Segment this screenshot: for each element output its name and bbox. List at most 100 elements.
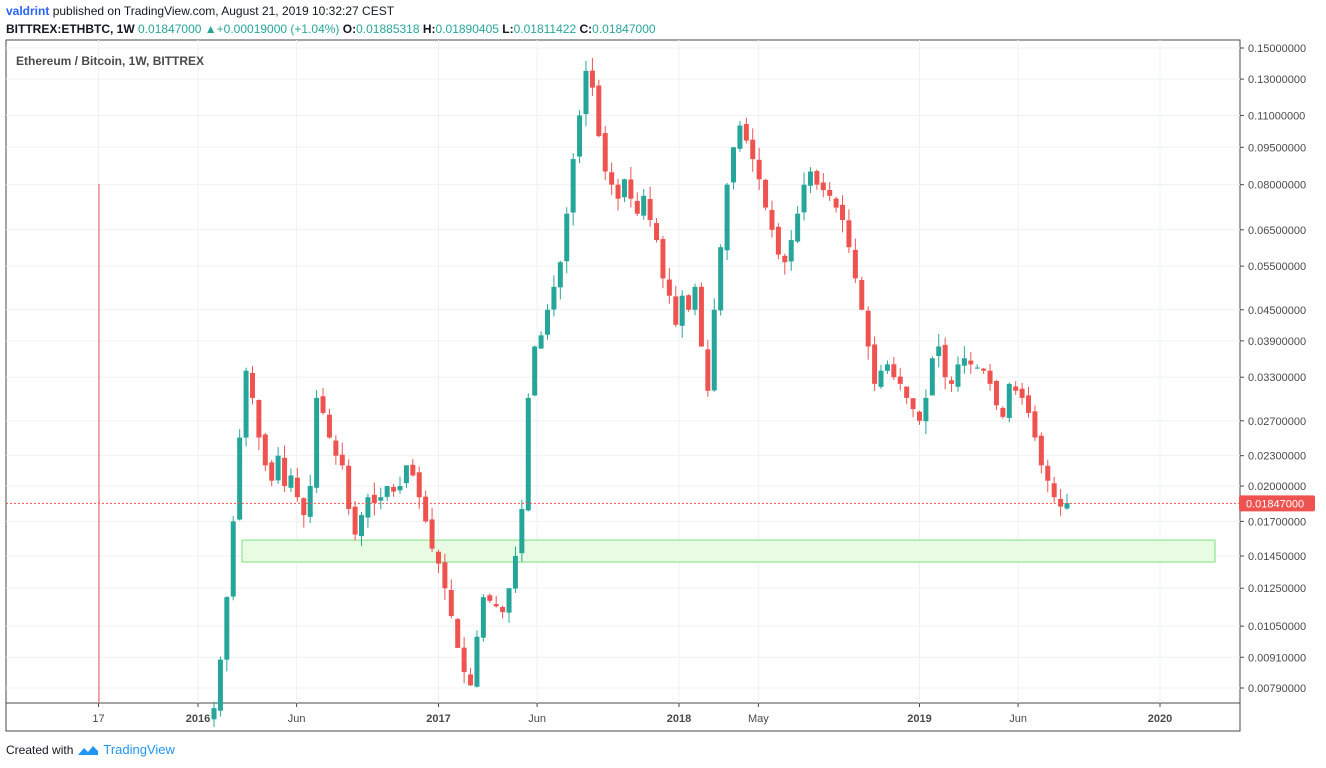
candle-body [320,396,326,413]
candle-body [686,295,692,310]
y-tick-label: 0.06500000 [1248,225,1306,237]
grid-lines [6,40,1240,703]
candle-body [1064,503,1070,509]
candle-body [532,346,538,396]
candle-body [461,647,467,673]
candle-body [756,159,762,180]
candle-body [423,496,429,522]
y-tick-label: 0.03900000 [1248,336,1306,348]
candle-body [564,213,570,262]
candle-body [827,189,833,196]
footer: Created with TradingView [6,742,175,757]
candle-body [288,475,294,488]
candle-body [474,636,480,687]
candle-body [1026,395,1032,413]
tradingview-logo-icon [78,745,99,755]
y-tick-label: 0.00790000 [1248,683,1306,695]
candle-body [1032,411,1038,438]
candle-body [737,125,743,149]
last-price: 0.01847000 [138,22,202,36]
candle-body [570,159,576,213]
x-tick-label: 2020 [1148,713,1172,725]
candle-body [647,198,653,220]
candle-body [872,344,878,384]
candle-body [346,465,352,509]
candle-body [923,397,929,422]
tradingview-brand[interactable]: TradingView [103,742,175,757]
candle-body [775,226,781,255]
candle-body [936,346,942,357]
candle-body [237,437,243,520]
candle-body [788,240,794,262]
candle-body [519,508,525,554]
x-tick-label: 2017 [426,713,450,725]
candle-body [621,179,627,198]
candle-body [910,398,916,410]
candle-body [416,472,422,498]
y-tick-label: 0.02700000 [1248,416,1306,428]
candle-body [859,279,865,310]
candle-body [487,595,493,601]
candle-body [609,172,615,185]
plot-frame [5,39,1241,704]
price-tag: 0.01847000 [1239,495,1315,512]
candle-body [981,368,987,371]
candle-body [243,370,249,438]
y-tick-label: 0.02300000 [1248,451,1306,463]
y-tick-label: 0.11000000 [1248,110,1305,122]
x-tick-label: 17 [92,713,104,725]
candle-body [628,179,634,199]
candle-body [654,223,660,241]
candle-body [763,179,769,208]
candle-body [256,400,262,438]
candle-body [589,70,595,88]
candle-body [230,521,236,597]
candle-body [807,171,813,186]
candle-body [718,247,724,311]
candle-body [493,604,499,607]
candle-body [955,364,961,387]
candle-body [506,588,512,613]
candle-body [442,562,448,589]
y-tick-label: 0.01050000 [1248,621,1306,633]
candle-body [679,295,685,326]
low-value: 0.01811422 [513,22,577,36]
author-name[interactable]: valdrint [6,4,50,18]
y-tick-label: 0.01450000 [1248,551,1306,563]
candle-body [224,597,230,660]
candle-body [545,309,551,335]
candle-body [666,279,672,296]
y-tick-label: 0.01250000 [1248,583,1306,595]
candle-body [410,464,416,476]
y-tick-label: 0.00910000 [1248,652,1306,664]
high-label: H: [422,22,436,36]
candle-body [217,659,223,711]
candle-body [929,358,935,396]
x-tick-label: 2018 [667,713,691,725]
chart-title: Ethereum / Bitcoin, 1W, BITTREX [16,54,204,68]
candle-body [1038,435,1044,466]
candle-body [1045,465,1051,481]
candle-body [878,370,884,387]
candle-body [820,182,826,191]
candle-body [660,239,666,279]
candle-body [884,364,890,371]
candles-group [211,58,1070,727]
candle-body [730,147,736,183]
candle-body [750,139,756,160]
candle-body [698,286,704,347]
candle-body [1000,408,1006,417]
candle-body [961,358,967,366]
candle-body [282,457,288,487]
candle-body [384,486,390,497]
candle-body [391,486,397,492]
y-tick-label: 0.03300000 [1248,372,1306,384]
close-value: 0.01847000 [592,22,656,36]
x-tick-label: Jun [288,713,306,725]
candle-body [249,372,255,398]
candle-body [262,434,268,466]
y-tick-label: 0.01700000 [1248,516,1306,528]
candle-body [904,386,910,398]
candle-body [673,296,679,325]
